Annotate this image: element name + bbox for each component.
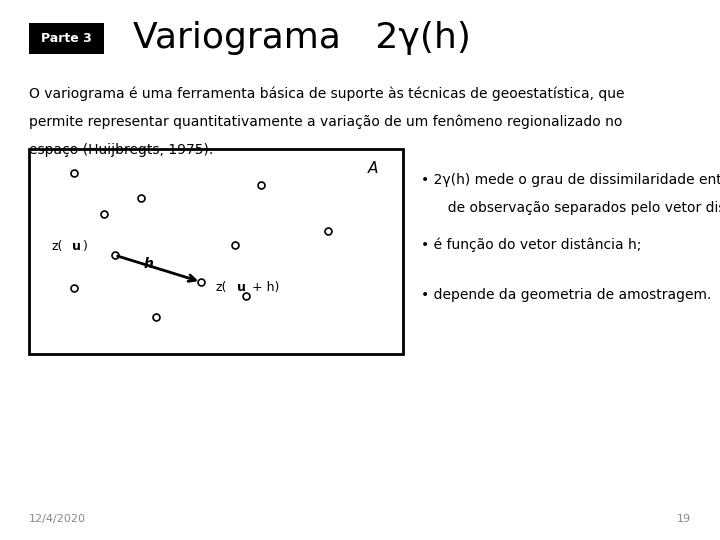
Text: u: u [237, 280, 246, 294]
Text: permite representar quantitativamente a variação de um fenômeno regionalizado no: permite representar quantitativamente a … [29, 114, 622, 129]
Text: h: h [144, 258, 153, 272]
Text: u: u [72, 240, 81, 253]
Text: • 2γ(h) mede o grau de dissimilaridade entre pares: • 2γ(h) mede o grau de dissimilaridade e… [421, 173, 720, 187]
Text: espaço (Huijbregts, 1975).: espaço (Huijbregts, 1975). [29, 143, 213, 157]
Bar [29, 148, 403, 354]
Text: + h): + h) [248, 280, 279, 294]
Text: • depende da geometria de amostragem.: • depende da geometria de amostragem. [421, 288, 711, 302]
Text: 12/4/2020: 12/4/2020 [29, 514, 86, 524]
Text: z(: z( [51, 240, 63, 253]
Text: z(: z( [216, 280, 228, 294]
Text: A: A [368, 161, 379, 176]
Bar [29, 23, 104, 54]
Text: Parte 3: Parte 3 [41, 32, 92, 45]
Text: 19: 19 [677, 514, 691, 524]
Text: de observação separados pelo vetor distância h;: de observação separados pelo vetor distâ… [439, 201, 720, 215]
Text: ): ) [83, 240, 88, 253]
Text: • é função do vetor distância h;: • é função do vetor distância h; [421, 238, 642, 252]
Text: Variograma   2γ(h): Variograma 2γ(h) [133, 22, 471, 55]
Text: O variograma é uma ferramenta básica de suporte às técnicas de geoestatística, q: O variograma é uma ferramenta básica de … [29, 86, 624, 101]
